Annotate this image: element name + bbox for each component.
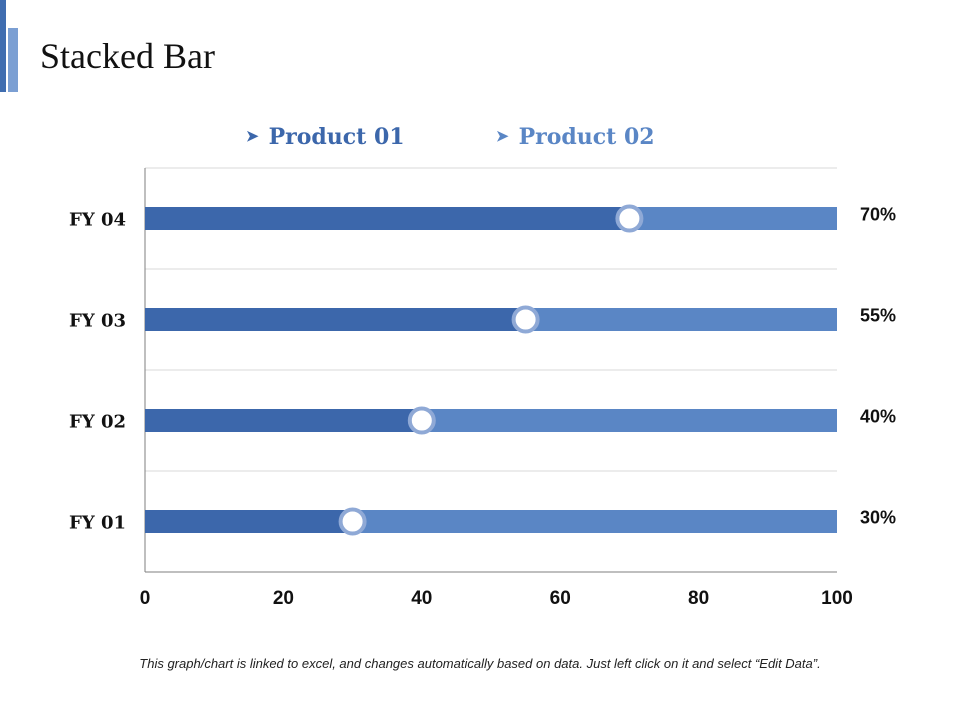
bar-product-02 — [352, 510, 837, 533]
data-label: 30% — [860, 508, 896, 528]
bar-product-02 — [421, 409, 837, 432]
category-label: FY 04 — [69, 210, 126, 231]
legend-label: Product 01 — [268, 124, 405, 150]
bar-marker — [338, 507, 367, 536]
bar-marker — [615, 204, 644, 233]
bar-product-01 — [145, 409, 422, 432]
data-label: 70% — [860, 205, 896, 225]
bar-product-01 — [145, 308, 526, 331]
data-label: 40% — [860, 407, 896, 427]
x-tick-label: 100 — [821, 588, 853, 609]
x-tick-label: 60 — [550, 588, 571, 609]
legend-item-product-02: ➤ Product 02 — [496, 120, 655, 156]
x-tick-label: 0 — [140, 588, 151, 609]
chart-legend: ➤ Product 01 ➤ Product 02 — [0, 120, 960, 154]
bar-product-02 — [629, 207, 837, 230]
x-tick-label: 20 — [273, 588, 294, 609]
footnote: This graph/chart is linked to excel, and… — [139, 656, 821, 671]
x-tick-label: 80 — [688, 588, 709, 609]
x-tick-label: 40 — [411, 588, 432, 609]
arrow-bullet-icon: ➤ — [496, 127, 509, 145]
legend-label: Product 02 — [518, 124, 655, 150]
page-title: Stacked Bar — [40, 36, 215, 76]
arrow-bullet-icon: ➤ — [246, 127, 259, 145]
title-accent-bar-light — [8, 28, 18, 92]
bar-product-01 — [145, 207, 630, 230]
title-accent-bar-dark — [0, 0, 6, 92]
category-label: FY 03 — [69, 311, 126, 332]
category-label: FY 01 — [69, 513, 126, 534]
data-label: 55% — [860, 306, 896, 326]
bar-product-01 — [145, 510, 353, 533]
bar-product-02 — [525, 308, 837, 331]
bar-marker — [511, 305, 540, 334]
category-label: FY 02 — [69, 412, 126, 433]
legend-item-product-01: ➤ Product 01 — [246, 120, 405, 156]
bar-marker — [407, 406, 436, 435]
